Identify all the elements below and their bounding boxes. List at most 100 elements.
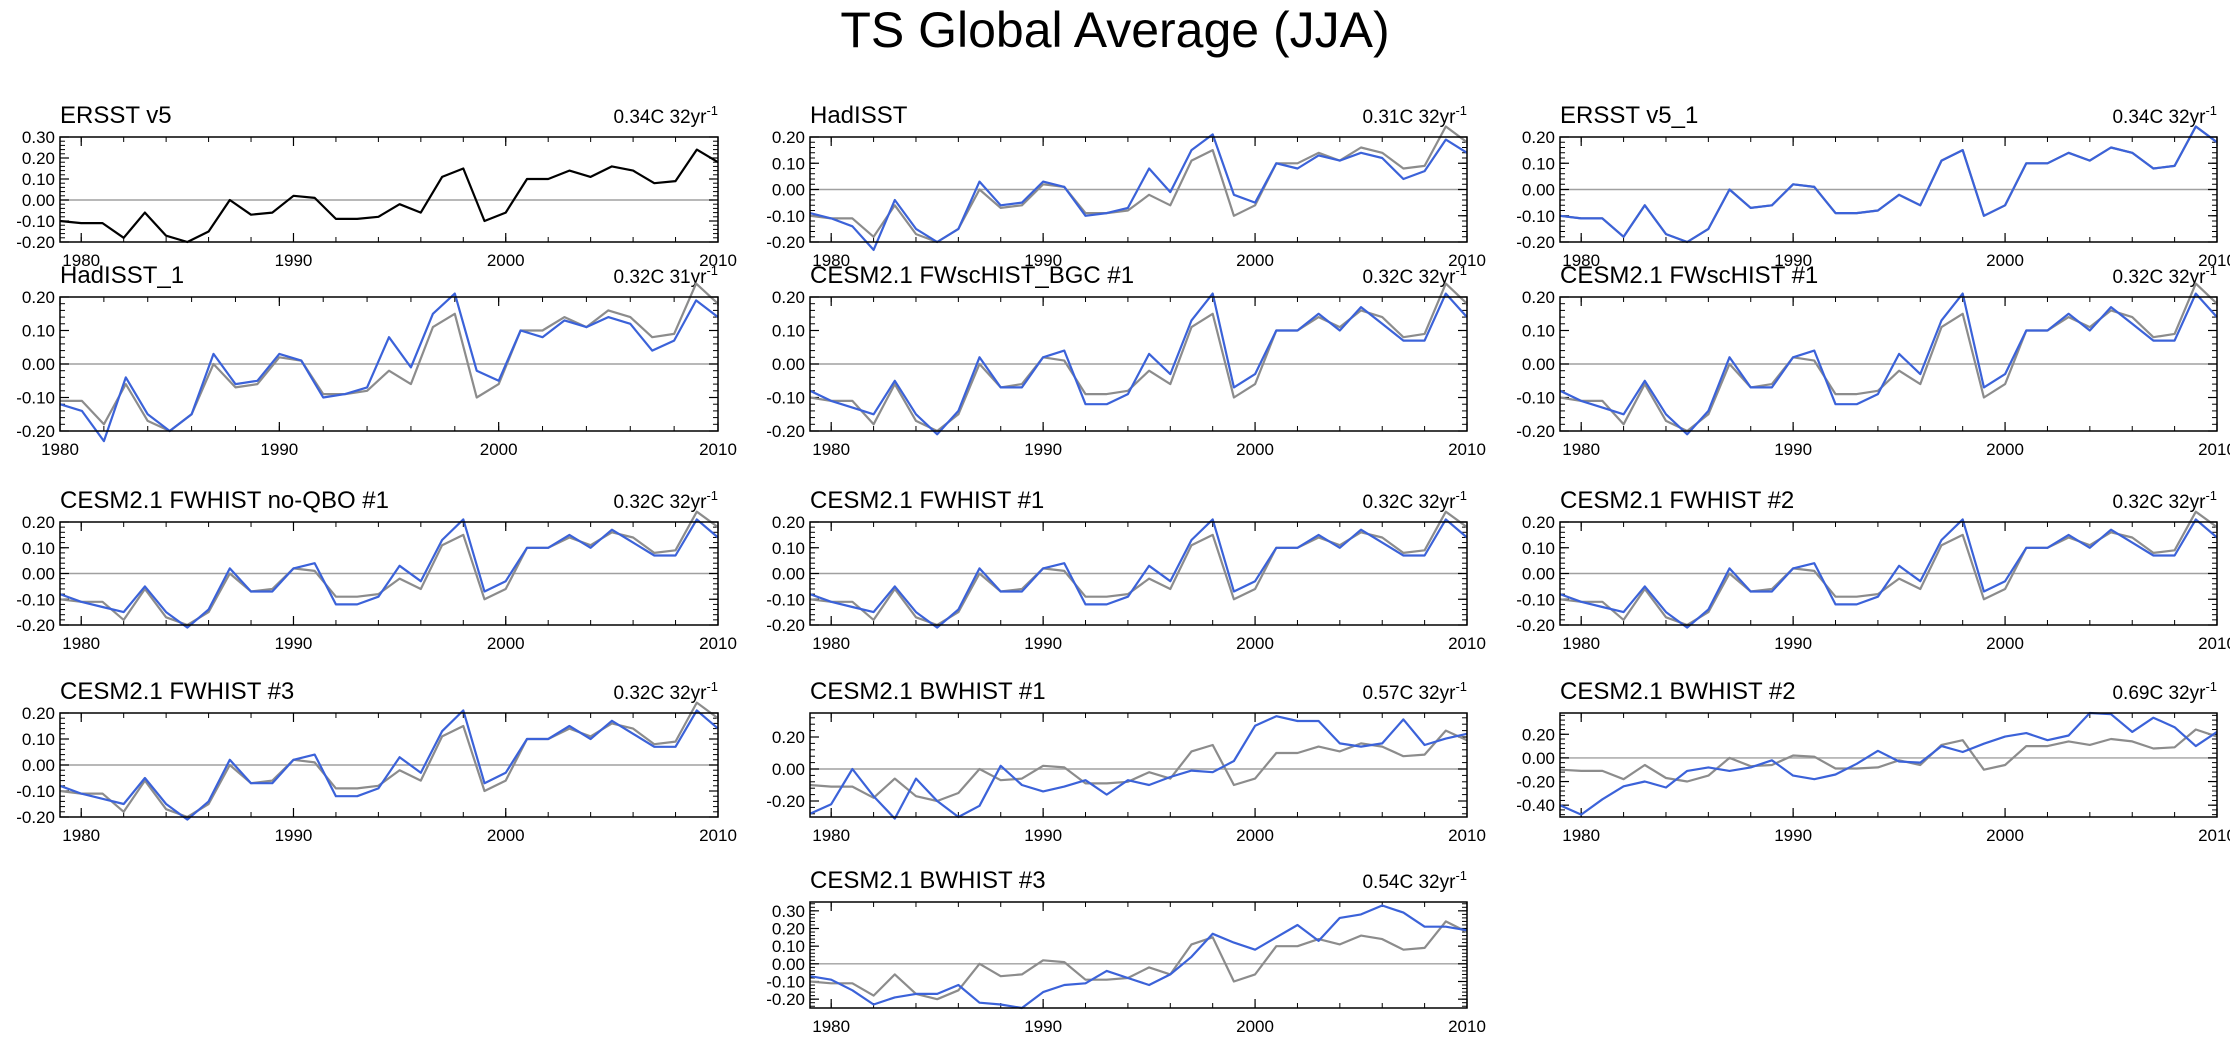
plot-frame: [1559, 521, 2218, 626]
trend-value: 0.69C 32yr: [2112, 683, 2206, 704]
ytick-label: 0.20: [772, 513, 805, 532]
xtick-label: 1990: [1774, 440, 1812, 459]
xtick-label: 2000: [1236, 826, 1274, 845]
panel-12: CESM2.1 BWHIST #2 0.69C 32yr-1 -0.40 -0.20 0…: [1516, 678, 2230, 845]
series-line-obs: [1559, 510, 2218, 627]
series-line-model: [59, 292, 719, 443]
xtick-label: 1990: [275, 826, 313, 845]
series-line-obs: [809, 125, 1468, 244]
plot-frame: [809, 296, 1468, 432]
xtick-label: 2010: [1448, 251, 1486, 270]
panel-title: CESM2.1 FWHIST #2: [1560, 487, 1794, 514]
trend-value: 0.54C 32yr: [1362, 872, 1456, 893]
xtick-label: 2010: [699, 440, 737, 459]
xtick-label: 2000: [1236, 1017, 1274, 1036]
panel-trend: 0.54C 32yr-1: [1362, 868, 1467, 893]
panel-4: HadISST_1 0.32C 31yr-1 -0.20 -0.10 0.00 0.10 0…: [16, 262, 737, 459]
ytick-label: -0.20: [766, 792, 805, 811]
panel-7: CESM2.1 FWHIST no-QBO #1 0.32C 32yr-1 -0.2…: [16, 487, 737, 653]
series-line-model: [809, 715, 1468, 820]
panel-title: CESM2.1 FWHIST #1: [810, 487, 1044, 514]
series-line-model: [809, 904, 1468, 1010]
ytick-label: 0.00: [772, 565, 805, 584]
ytick-label: -0.20: [1516, 773, 1555, 792]
trend-superscript: -1: [2205, 263, 2217, 278]
xtick-label: 1990: [1774, 634, 1812, 653]
panel-title: ERSST v5: [60, 102, 172, 129]
panel-5: CESM2.1 FWscHIST_BGC #1 0.32C 32yr-1 -0.20…: [766, 262, 1486, 459]
trend-superscript: -1: [1455, 488, 1467, 503]
xtick-label: 1980: [62, 251, 100, 270]
trend-value: 0.34C 32yr: [2112, 107, 2206, 128]
panel-title: CESM2.1 FWHIST no-QBO #1: [60, 487, 389, 514]
xtick-label: 2000: [1236, 440, 1274, 459]
ytick-label: -0.20: [16, 422, 55, 441]
ytick-label: 0.20: [22, 149, 55, 168]
plot-frame: [59, 712, 719, 818]
xtick-label: 1990: [260, 440, 298, 459]
xtick-label: 2010: [2198, 826, 2230, 845]
panel-title: CESM2.1 BWHIST #3: [810, 867, 1046, 894]
xtick-label: 1980: [1562, 440, 1600, 459]
series-line-model: [1559, 125, 2218, 244]
trend-superscript: -1: [706, 263, 718, 278]
trend-superscript: -1: [1455, 679, 1467, 694]
ytick-label: -0.10: [16, 389, 55, 408]
plot-frame: [809, 712, 1468, 818]
series-line-model: [59, 518, 719, 629]
trend-superscript: -1: [2205, 103, 2217, 118]
xtick-label: 1980: [812, 634, 850, 653]
xtick-label: 2010: [2198, 634, 2230, 653]
ytick-label: 0.10: [772, 154, 805, 173]
ytick-label: 0.20: [1522, 513, 1555, 532]
ytick-label: -0.20: [16, 616, 55, 635]
series-line-model: [1559, 711, 2218, 816]
plot-frame: [59, 136, 719, 243]
ytick-label: -0.20: [16, 233, 55, 252]
trend-value: 0.32C 32yr: [613, 492, 707, 513]
trend-value: 0.32C 32yr: [613, 683, 707, 704]
ytick-label: 0.30: [772, 902, 805, 921]
trend-value: 0.32C 32yr: [1362, 267, 1456, 288]
xtick-label: 1980: [812, 251, 850, 270]
series-line-obs: [60, 282, 719, 433]
series-line-obs: [809, 282, 1468, 433]
xtick-label: 2010: [699, 634, 737, 653]
panel-8: CESM2.1 FWHIST #1 0.32C 32yr-1 -0.20 -0.10 0…: [766, 487, 1486, 653]
panel-title: CESM2.1 FWHIST #3: [60, 678, 294, 705]
ytick-label: 0.00: [1522, 355, 1555, 374]
ytick-label: -0.10: [766, 973, 805, 992]
panel-title: CESM2.1 FWscHIST #1: [1560, 262, 1818, 289]
ytick-label: 0.00: [1522, 565, 1555, 584]
trend-superscript: -1: [2205, 679, 2217, 694]
ytick-label: 0.20: [22, 704, 55, 723]
xtick-label: 2000: [1236, 634, 1274, 653]
xtick-label: 1990: [1024, 634, 1062, 653]
ytick-label: 0.10: [772, 937, 805, 956]
xtick-label: 1990: [275, 634, 313, 653]
series-line-obs: [809, 729, 1468, 803]
panel-title: HadISST: [810, 102, 908, 129]
series-line-obs: [1559, 282, 2218, 433]
series-line-model: [809, 133, 1468, 251]
series-line-model: [809, 518, 1468, 629]
ytick-label: 0.00: [772, 955, 805, 974]
panel-trend: 0.32C 32yr-1: [613, 488, 718, 513]
trend-superscript: -1: [706, 488, 718, 503]
ytick-label: -0.10: [1516, 207, 1555, 226]
xtick-label: 2000: [1986, 634, 2024, 653]
series-line-obs: [1559, 728, 2218, 783]
xtick-label: 1990: [1024, 251, 1062, 270]
xtick-label: 2000: [487, 826, 525, 845]
xtick-label: 1980: [812, 1017, 850, 1036]
panel-trend: 0.32C 31yr-1: [613, 263, 718, 288]
series-line-model: [1559, 292, 2218, 436]
series-line-model: [1559, 518, 2218, 629]
xtick-label: 2010: [699, 251, 737, 270]
panel-trend: 0.57C 32yr-1: [1362, 679, 1467, 704]
panel-trend: 0.31C 32yr-1: [1362, 103, 1467, 128]
trend-superscript: -1: [1455, 103, 1467, 118]
plot-frame: [1559, 712, 2218, 818]
trend-superscript: -1: [706, 679, 718, 694]
xtick-label: 2000: [487, 634, 525, 653]
